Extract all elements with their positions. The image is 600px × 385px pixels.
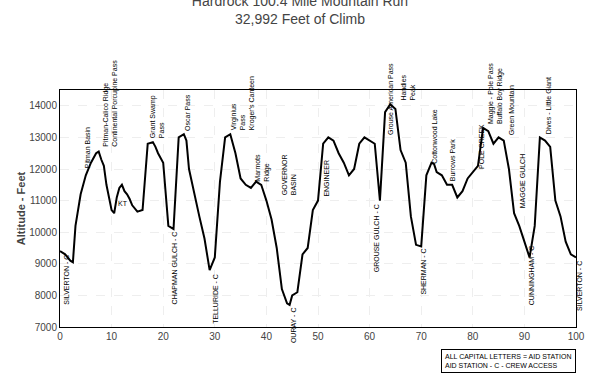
svg-text:100: 100 [568, 331, 585, 342]
svg-text:TELLURIDE - C: TELLURIDE - C [212, 274, 219, 324]
svg-text:Maggie - Pole PassBuffalo Boy: Maggie - Pole PassBuffalo Boy Ridge [487, 63, 504, 124]
svg-text:Burrows Park: Burrows Park [449, 139, 456, 182]
svg-text:40: 40 [261, 331, 273, 342]
svg-text:60: 60 [364, 331, 376, 342]
svg-text:GOVERNORBASIN: GOVERNORBASIN [281, 154, 297, 195]
svg-text:20: 20 [158, 331, 170, 342]
svg-text:9000: 9000 [35, 258, 58, 269]
svg-text:Dives - Little Giant: Dives - Little Giant [545, 77, 552, 134]
svg-text:KT: KT [118, 200, 128, 207]
svg-text:ENGINEER: ENGINEER [323, 160, 330, 197]
svg-text:90: 90 [519, 331, 531, 342]
svg-text:Green Mountain: Green Mountain [508, 85, 515, 135]
svg-text:VirginiusPassKroger's Canteen: VirginiusPassKroger's Canteen [230, 76, 256, 130]
svg-text:0: 0 [57, 331, 63, 342]
svg-text:SILVERTON - C: SILVERTON - C [576, 261, 583, 311]
svg-text:HandiesPeak: HandiesPeak [400, 74, 416, 100]
svg-text:ALL CAPITAL LETTERS = AID STAT: ALL CAPITAL LETTERS = AID STATIONAID STA… [445, 353, 572, 369]
svg-text:50: 50 [312, 331, 324, 342]
svg-text:Grant SwampPass: Grant SwampPass [149, 95, 165, 138]
svg-text:Pitman-Calico RidgeContinental: Pitman-Calico RidgeContinental Porcupine… [102, 60, 119, 147]
svg-text:70: 70 [416, 331, 428, 342]
svg-text:POLE CREEK: POLE CREEK [478, 124, 485, 169]
svg-text:11000: 11000 [30, 195, 58, 206]
svg-text:GROUSE GULCH - C: GROUSE GULCH - C [373, 204, 380, 272]
svg-text:CHAPMAN GULCH - C: CHAPMAN GULCH - C [171, 232, 178, 305]
svg-text:SILVERTON - C: SILVERTON - C [63, 255, 70, 305]
svg-text:Cottonwood Lake: Cottonwood Lake [431, 109, 438, 164]
svg-text:13000: 13000 [29, 132, 57, 143]
svg-text:10000: 10000 [29, 227, 57, 238]
svg-text:MarmotsRidge: MarmotsRidge [254, 154, 271, 182]
svg-text:80: 80 [467, 331, 479, 342]
svg-text:12000: 12000 [29, 164, 57, 175]
svg-text:7000: 7000 [35, 322, 58, 333]
svg-text:14000: 14000 [29, 100, 57, 111]
svg-text:MAGGIE GULCH: MAGGIE GULCH [519, 154, 526, 208]
svg-text:Hardrock 100.4 Mile Mountain R: Hardrock 100.4 Mile Mountain Run32,992 F… [192, 0, 408, 27]
svg-text:8000: 8000 [35, 290, 58, 301]
svg-text:10: 10 [106, 331, 118, 342]
svg-text:CUNNINGHAM - C: CUNNINGHAM - C [528, 246, 535, 306]
svg-text:OURAY - C: OURAY - C [290, 308, 297, 344]
svg-text:Altitude - Feet: Altitude - Feet [15, 172, 27, 246]
svg-text:Pitman Basin: Pitman Basin [84, 127, 91, 168]
svg-text:Grouse American Pass: Grouse American Pass [387, 63, 394, 135]
svg-text:Oscar Pass: Oscar Pass [184, 94, 191, 131]
svg-text:30: 30 [209, 331, 221, 342]
svg-text:SHERMAN - C: SHERMAN - C [420, 248, 427, 294]
